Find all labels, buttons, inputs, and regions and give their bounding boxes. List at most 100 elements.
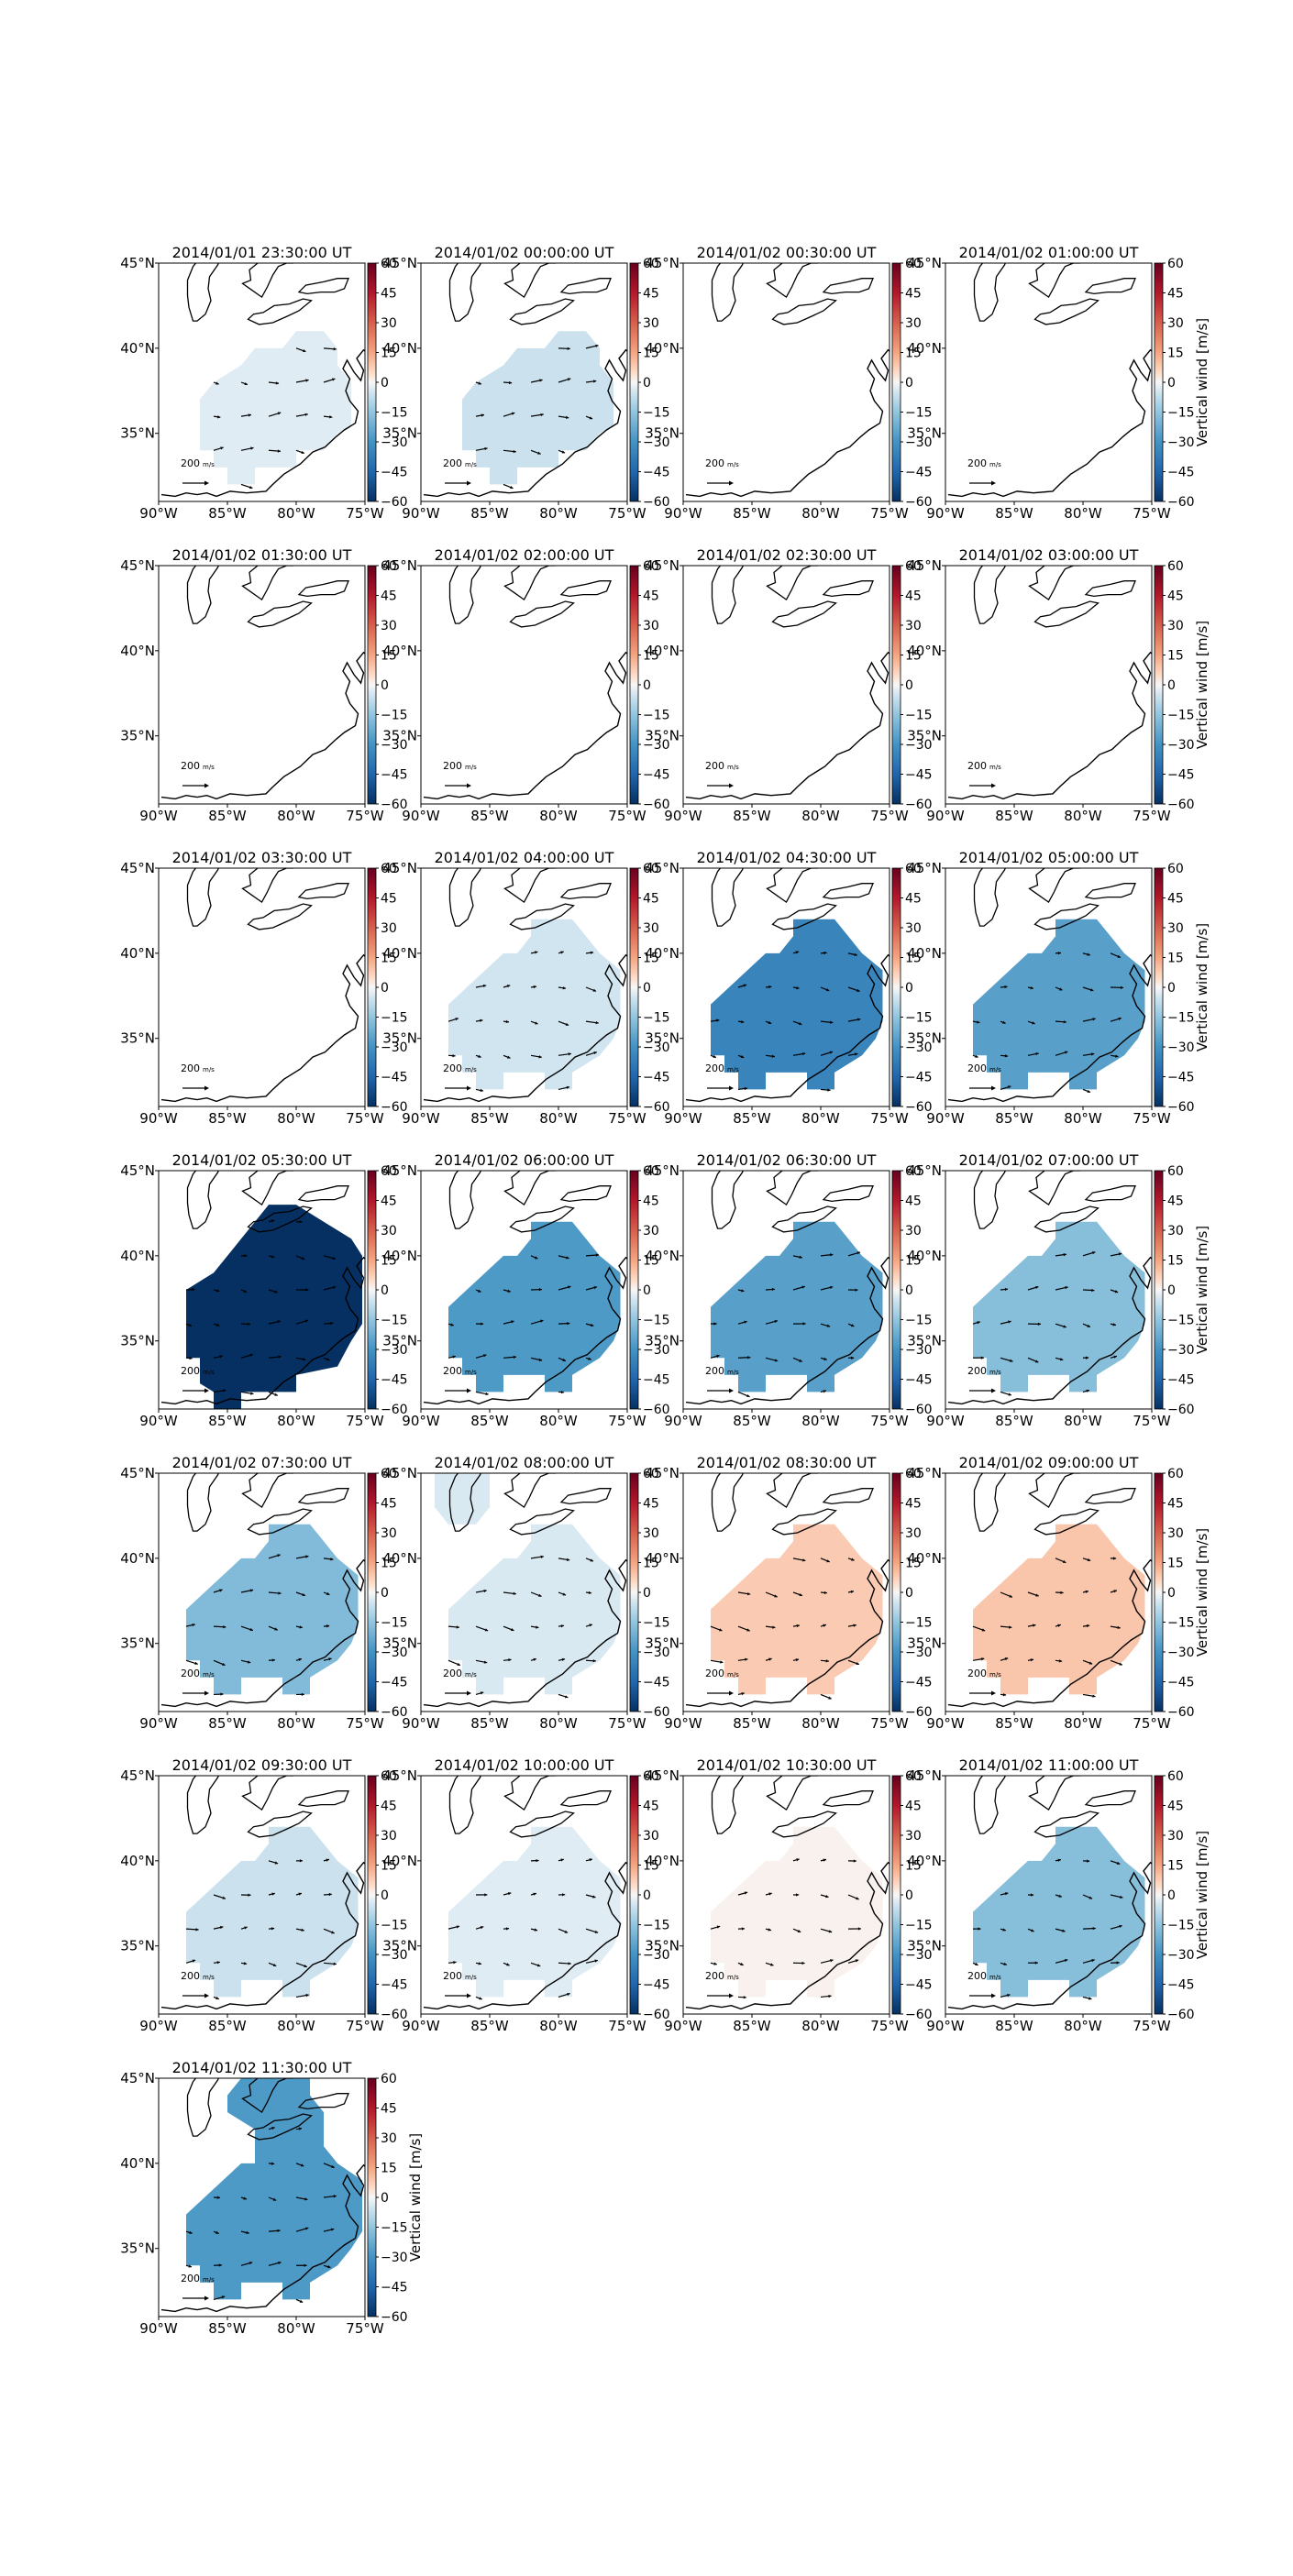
lat-tick-label: 45°N xyxy=(645,1465,680,1481)
coastline xyxy=(685,953,890,1103)
lon-tick-label: 90°W xyxy=(402,1110,440,1127)
colorbar-tick-label: −15 xyxy=(381,406,408,421)
wind-vector-head xyxy=(1037,1322,1041,1327)
wind-vector-head xyxy=(799,1359,802,1362)
lake-outline xyxy=(186,263,219,322)
lat-tick-label: 45°N xyxy=(645,1767,680,1784)
map-panel: 2014/01/02 08:00:00 UT 200 m/s 90°W 85°W 80°W… xyxy=(382,1454,669,1732)
lake-outline xyxy=(559,1185,612,1203)
wind-vector-head xyxy=(560,951,564,954)
lon-tick-label: 80°W xyxy=(277,2320,315,2337)
colorbar-tick-label: 0 xyxy=(643,981,651,996)
wind-vector-head xyxy=(594,1930,599,1933)
lake-outline xyxy=(297,580,349,598)
wind-vector-head xyxy=(851,1558,855,1561)
lon-tick-label: 85°W xyxy=(208,1413,247,1429)
lon-tick-label: 90°W xyxy=(664,1413,702,1429)
colorbar-tick-label: −30 xyxy=(643,1040,670,1055)
lon-tick-label: 85°W xyxy=(733,1110,771,1127)
reference-vector-unit: m/s xyxy=(989,1369,1001,1376)
colorbar-tick-label: 60 xyxy=(905,1467,922,1481)
colorbar xyxy=(1154,1775,1164,2015)
lat-tick-label: 40°N xyxy=(382,643,417,659)
lake-outline xyxy=(503,566,556,601)
map-panel: 2014/01/02 07:00:00 UT 200 m/s 90°W 85°W 80°W… xyxy=(907,1151,1210,1429)
lat-tick-label: 35°N xyxy=(907,1635,942,1652)
wind-vector-head xyxy=(326,1358,330,1361)
reference-vector-label: 200 xyxy=(181,1365,200,1377)
colorbar-tick-label: 60 xyxy=(1167,1769,1184,1784)
wind-vector-head xyxy=(593,1285,597,1290)
wind-vector-head xyxy=(505,1019,509,1024)
wind-vector-head xyxy=(480,1691,484,1695)
colorbar-tick-label: 0 xyxy=(381,1888,389,1903)
lon-tick-label: 75°W xyxy=(346,1110,384,1127)
lon-tick-label: 85°W xyxy=(470,1715,509,1732)
wind-vector-head xyxy=(1034,1360,1039,1363)
wind-vector-head xyxy=(247,1322,251,1327)
colorbar-tick-label: 15 xyxy=(1167,1859,1184,1874)
map-panel: 2014/01/02 06:30:00 UT 200 m/s 90°W 85°W 80°W… xyxy=(645,1151,932,1429)
colorbar-tick-label: 15 xyxy=(905,649,922,664)
colorbar-tick-label: 60 xyxy=(381,1164,397,1179)
reference-vector-label: 200 xyxy=(181,1668,200,1679)
reference-vector-head xyxy=(729,480,734,486)
wind-vector-head xyxy=(1116,1861,1121,1865)
colorbar xyxy=(367,1170,377,1410)
coastline xyxy=(947,651,1152,800)
lon-tick-label: 80°W xyxy=(277,1413,315,1429)
colorbar-tick-label: 15 xyxy=(905,1254,922,1269)
wind-vector-head xyxy=(1002,1020,1006,1024)
colorbar-tick-label: −30 xyxy=(381,738,408,753)
colorbar-label: Vertical wind [m/s] xyxy=(1194,621,1210,749)
lat-tick-label: 35°N xyxy=(120,728,155,744)
reference-vector-label: 200 xyxy=(967,1970,987,1982)
lat-tick-label: 40°N xyxy=(907,945,942,962)
wind-vector-head xyxy=(535,951,538,954)
colorbar-tick-label: −45 xyxy=(1167,1071,1195,1085)
colorbar-label: Vertical wind [m/s] xyxy=(407,2133,424,2262)
colorbar-tick-label: −60 xyxy=(643,1403,670,1417)
colorbar-tick-label: 0 xyxy=(905,678,913,693)
vertical-wind-field xyxy=(711,1221,883,1393)
lon-tick-label: 90°W xyxy=(402,1413,440,1429)
wind-vector-head xyxy=(250,446,254,450)
wind-vector-head xyxy=(223,1625,227,1629)
wind-vector-head xyxy=(1034,1961,1038,1965)
wind-vector-head xyxy=(1120,985,1123,990)
colorbar-tick-label: −15 xyxy=(643,1919,670,1933)
colorbar-tick-label: 0 xyxy=(381,981,389,996)
lat-tick-label: 45°N xyxy=(907,860,942,876)
wind-vector-head xyxy=(483,1354,487,1358)
wind-vector-head xyxy=(271,1219,275,1223)
wind-vector-head xyxy=(1008,1320,1011,1324)
colorbar-tick-label: −15 xyxy=(381,1616,408,1631)
reference-vector-head xyxy=(729,1690,734,1696)
wind-vector-head xyxy=(823,1390,826,1393)
coastline xyxy=(160,1256,365,1405)
colorbar-tick-label: −30 xyxy=(1167,1040,1195,1055)
wind-vector-head xyxy=(331,1931,335,1934)
wind-vector-head xyxy=(795,951,800,954)
map-area xyxy=(947,1473,1152,1708)
wind-vector-head xyxy=(277,412,282,415)
lake-outline xyxy=(1033,1811,1100,1838)
colorbar-tick-label: −45 xyxy=(905,466,933,480)
wind-vector-head xyxy=(977,1321,980,1325)
reference-vector-head xyxy=(991,1690,996,1696)
panel-title: 2014/01/02 06:30:00 UT xyxy=(697,1151,877,1169)
lake-outline xyxy=(822,1488,874,1505)
wind-vector-head xyxy=(1119,1662,1122,1666)
lon-tick-label: 85°W xyxy=(470,808,509,824)
map-area xyxy=(685,868,890,1103)
colorbar-tick-label: 30 xyxy=(643,316,659,331)
wind-vector-head xyxy=(823,1591,827,1595)
wind-vector-head xyxy=(329,415,333,419)
reference-vector-unit: m/s xyxy=(727,1671,739,1679)
wind-vector-head xyxy=(244,381,248,386)
map-frame xyxy=(682,262,890,502)
colorbar-tick-label: 15 xyxy=(905,1859,922,1874)
colorbar-tick-label: −30 xyxy=(1167,1948,1195,1963)
wind-vector-head xyxy=(452,1053,456,1058)
wind-vector-head xyxy=(248,413,252,417)
